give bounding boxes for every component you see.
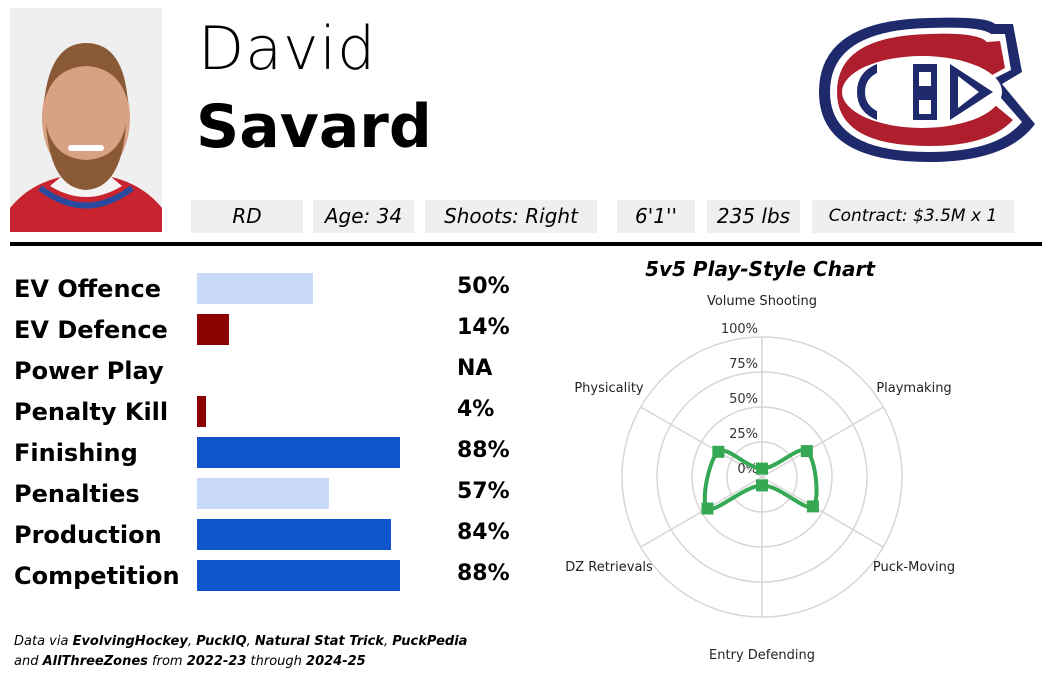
- stat-value: 84%: [457, 520, 510, 545]
- stat-label: Finishing: [14, 439, 138, 467]
- stat-value: 50%: [457, 274, 510, 299]
- axis-label: Puck-Moving: [873, 560, 955, 575]
- grid-spoke: [761, 406, 884, 478]
- tick-label: 25%: [729, 427, 758, 442]
- stat-label: Penalties: [14, 480, 140, 508]
- stat-value: 88%: [457, 561, 510, 586]
- contract-chip: Contract: $3.5M x 1: [812, 200, 1014, 233]
- grid-spoke: [761, 476, 884, 548]
- data-point: [756, 479, 768, 492]
- tick-label: 50%: [729, 392, 758, 407]
- grid-spoke: [640, 406, 763, 478]
- stat-bar: [197, 437, 401, 468]
- data-point: [712, 445, 725, 458]
- stat-label: EV Defence: [14, 316, 168, 344]
- stat-label: Penalty Kill: [14, 398, 169, 426]
- axis-label: Physicality: [574, 381, 644, 396]
- player-photo: [10, 8, 162, 232]
- stat-label: Competition: [14, 562, 180, 590]
- data-point: [756, 462, 768, 475]
- stat-value: 14%: [457, 315, 510, 340]
- tick-label: 75%: [729, 357, 758, 372]
- position-chip: RD: [191, 200, 303, 233]
- weight-chip: 235 lbs: [707, 200, 800, 233]
- stat-label: Production: [14, 521, 162, 549]
- stat-value: 57%: [457, 479, 510, 504]
- grid-spoke: [640, 476, 763, 548]
- data-point: [806, 500, 819, 513]
- stat-bar: [197, 396, 207, 427]
- axis-label: Entry Defending: [709, 648, 815, 663]
- player-last-name: Savard: [196, 92, 432, 162]
- stat-bar: [197, 273, 313, 304]
- stat-value: NA: [457, 356, 493, 381]
- stat-label: EV Offence: [14, 275, 162, 303]
- axis-label: DZ Retrievals: [565, 560, 653, 575]
- data-sources-footnote: Data via EvolvingHockey, PuckIQ, Natural…: [14, 634, 468, 669]
- team-logo: [817, 12, 1037, 164]
- stat-bar: [197, 519, 392, 550]
- divider: [10, 242, 1042, 246]
- shoots-chip: Shoots: Right: [425, 200, 597, 233]
- stat-value: 4%: [457, 397, 495, 422]
- data-point: [800, 445, 813, 458]
- stat-bar: [197, 314, 230, 345]
- stat-label: Power Play: [14, 357, 164, 385]
- tick-label: 100%: [721, 322, 758, 337]
- stat-bar: [197, 478, 329, 509]
- axis-label: Volume Shooting: [707, 294, 817, 309]
- age-chip: Age: 34: [313, 200, 414, 233]
- height-chip: 6'1'': [617, 200, 695, 233]
- chart-title: 5v5 Play-Style Chart: [645, 257, 875, 281]
- stat-value: 88%: [457, 438, 510, 463]
- data-point: [701, 502, 714, 515]
- axis-label: Playmaking: [876, 381, 951, 396]
- stat-bar: [197, 560, 401, 591]
- player-first-name: David: [198, 14, 377, 84]
